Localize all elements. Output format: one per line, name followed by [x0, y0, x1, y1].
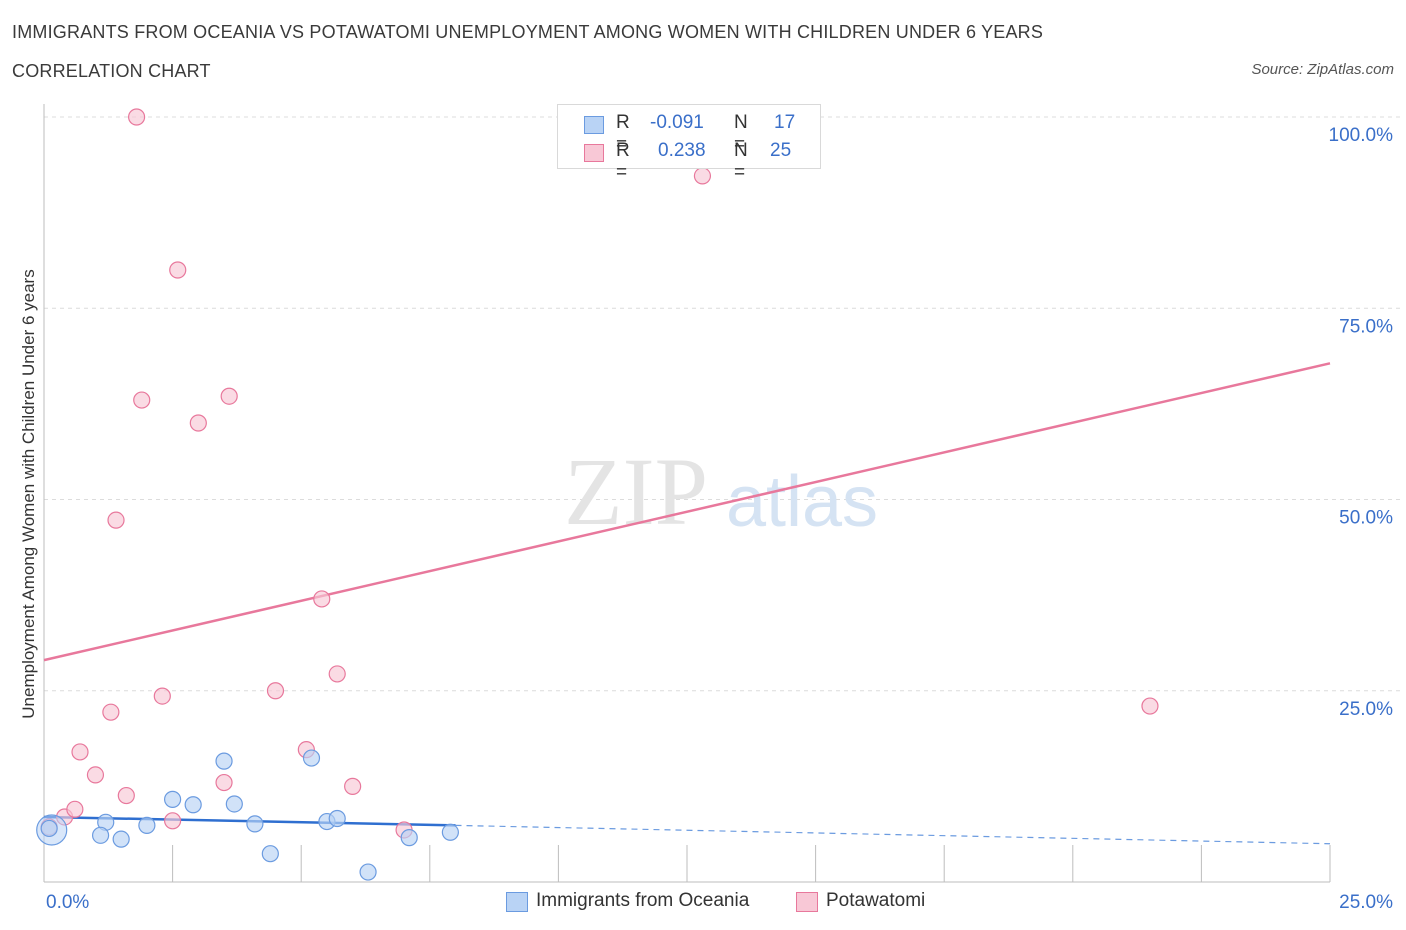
trend-line-oceania-projection [455, 824, 1331, 845]
axes [43, 104, 1331, 883]
legend-n-value: 17 [774, 112, 796, 133]
bottom-legend-swatch-potawatomi [796, 892, 818, 912]
data-point-oceania [112, 830, 130, 848]
trend-lines [43, 362, 1331, 845]
data-point-oceania [40, 819, 58, 838]
y-tick-label: 25.0% [1339, 699, 1393, 720]
trend-line-potawatomi [43, 362, 1331, 662]
data-point-oceania [302, 749, 321, 767]
data-point-potawatomi [169, 261, 187, 279]
data-point-potawatomi [127, 108, 146, 126]
source-label: Source: ZipAtlas.com [1251, 61, 1394, 78]
watermark: ZIP atlas [564, 438, 878, 545]
data-point-potawatomi [220, 387, 238, 405]
data-point-oceania [246, 815, 264, 833]
data-point-potawatomi [693, 167, 712, 185]
bottom-legend-swatch-oceania [506, 892, 528, 912]
legend-r-value: 0.238 [658, 140, 706, 161]
data-point-potawatomi [215, 773, 233, 792]
y-tick-label: 100.0% [1329, 125, 1394, 146]
grid-lines [44, 116, 1400, 692]
data-point-oceania [91, 826, 110, 844]
chart-title: IMMIGRANTS FROM OCEANIA VS POTAWATOMI UN… [12, 22, 1044, 42]
data-point-potawatomi [107, 511, 125, 529]
data-point-oceania [261, 845, 279, 863]
data-point-oceania [164, 790, 182, 808]
data-point-oceania [225, 795, 243, 813]
data-point-oceania [215, 752, 233, 770]
data-points [36, 108, 1159, 881]
data-point-potawatomi [266, 682, 285, 700]
legend-swatch-potawatomi [584, 144, 604, 162]
legend-swatch-oceania [584, 116, 604, 134]
data-point-oceania [441, 823, 459, 841]
bottom-legend-label-potawatomi: Potawatomi [826, 890, 926, 911]
data-point-potawatomi [71, 743, 89, 761]
y-tick-label: 75.0% [1339, 316, 1393, 337]
stats-legend: R = -0.091 N = 17 R = 0.238 N = 25 [557, 104, 821, 183]
data-point-potawatomi [86, 766, 105, 784]
data-point-oceania [359, 863, 377, 881]
data-point-potawatomi [66, 800, 84, 818]
legend-n-label: N = [734, 140, 748, 183]
data-point-potawatomi [153, 687, 171, 705]
data-point-oceania [328, 809, 346, 828]
data-point-potawatomi [189, 414, 207, 432]
legend-n-label: N = [734, 112, 748, 155]
y-tick-label: 50.0% [1339, 508, 1393, 529]
watermark-atlas: atlas [726, 462, 878, 542]
data-point-potawatomi [1141, 697, 1159, 715]
legend-r-label: R = [616, 112, 630, 155]
x-tick-label-end: 25.0% [1339, 892, 1393, 913]
legend-r-label: R = [616, 140, 630, 183]
data-point-oceania [400, 829, 418, 847]
data-point-oceania [138, 816, 156, 834]
data-point-potawatomi [133, 391, 151, 409]
data-point-potawatomi [164, 812, 182, 830]
data-point-oceania [184, 796, 202, 814]
data-point-potawatomi [344, 777, 362, 795]
legend-r-value: -0.091 [650, 112, 704, 133]
chart-subtitle: CORRELATION CHART [12, 61, 211, 81]
data-point-potawatomi [102, 703, 120, 721]
x-tick-label-start: 0.0% [46, 892, 89, 913]
tick-labels: 25.0% 50.0% 75.0% 100.0% 0.0% 25.0% [46, 125, 1393, 913]
data-point-potawatomi [328, 665, 346, 683]
bottom-legend-label-oceania: Immigrants from Oceania [536, 890, 750, 911]
watermark-zip: ZIP [564, 438, 708, 545]
data-point-potawatomi [117, 786, 135, 805]
legend-n-value: 25 [770, 140, 792, 161]
data-point-potawatomi [313, 590, 331, 608]
